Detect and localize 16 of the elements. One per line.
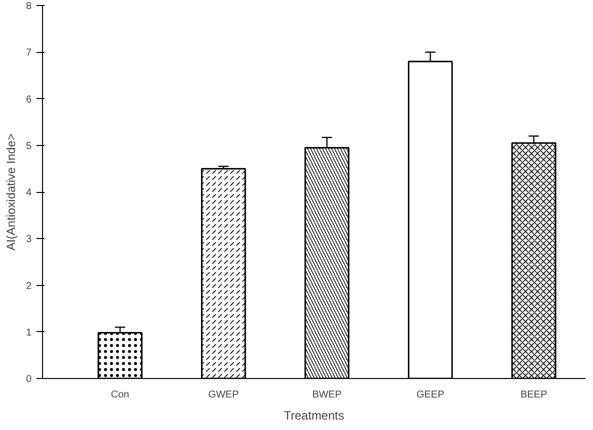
y-tick-label: 1 (26, 327, 32, 338)
y-tick-label: 5 (26, 140, 32, 152)
y-tick-label: 6 (26, 94, 32, 106)
x-axis-title: Treatments (284, 408, 344, 422)
y-tick-label: 3 (26, 234, 32, 246)
y-tick-label: 2 (26, 280, 32, 292)
y-axis-title: AI(Antioxidative Inde> (4, 133, 18, 251)
x-tick-label: GEEP (416, 390, 445, 400)
y-tick-label: 7 (26, 48, 32, 59)
y-tick-label: 0 (26, 374, 32, 385)
y-tick-label: 8 (26, 1, 32, 12)
x-tick-label: Con (110, 390, 130, 400)
x-tick-label: BWEP (312, 390, 342, 400)
y-tick-label: 4 (26, 188, 32, 198)
x-tick-label: GWEP (208, 390, 240, 400)
x-tick-label: BEEP (520, 390, 548, 400)
